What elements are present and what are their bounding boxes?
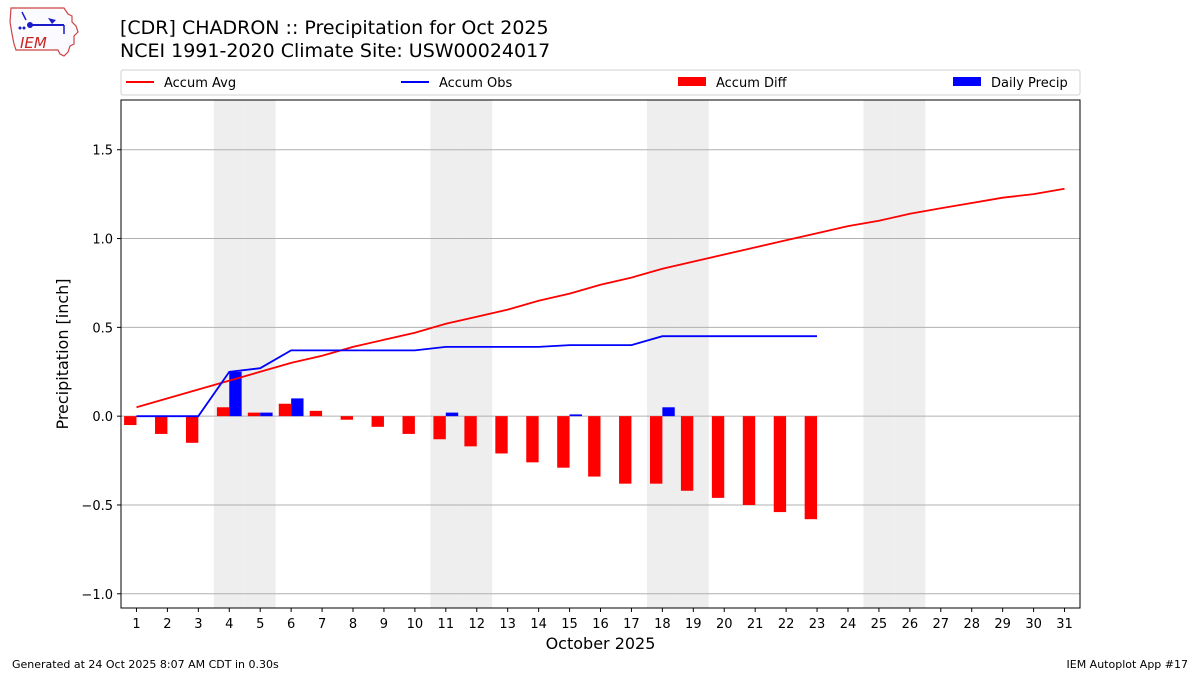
legend-swatch-daily-precip <box>953 77 981 86</box>
xtick-label: 12 <box>468 617 485 632</box>
ytick-label: −0.5 <box>81 499 113 514</box>
xtick-label: 24 <box>840 617 857 632</box>
legend-label: Accum Diff <box>716 76 788 91</box>
xtick-label: 19 <box>685 617 702 632</box>
accum-diff-bar <box>742 416 756 505</box>
accum-diff-bar <box>711 416 725 498</box>
accum-diff-bar <box>526 416 539 463</box>
accum-diff-bar <box>247 412 261 417</box>
legend-label: Daily Precip <box>991 76 1068 91</box>
xtick-label: 16 <box>592 617 609 632</box>
accum-diff-bar <box>649 416 663 484</box>
xtick-label: 5 <box>256 617 264 632</box>
accum-diff-bar <box>185 416 199 443</box>
xtick-label: 6 <box>287 617 295 632</box>
accum-diff-bar <box>680 416 694 491</box>
accum-diff-bar <box>124 416 137 426</box>
xtick-label: 26 <box>902 617 919 632</box>
accum-diff-bar <box>804 416 818 520</box>
chart-title: [CDR] CHADRON :: Precipitation for Oct 2… <box>120 17 549 39</box>
xtick-label: 31 <box>1056 617 1073 632</box>
weekend-band-18 <box>646 100 678 608</box>
x-axis-label: October 2025 <box>546 634 656 653</box>
ytick-label: 0.0 <box>92 410 113 425</box>
xtick-label: 4 <box>225 617 233 632</box>
accum-diff-bar <box>773 416 787 513</box>
xtick-label: 30 <box>1025 617 1042 632</box>
app-credit: IEM Autoplot App #17 <box>1066 658 1189 671</box>
xtick-label: 23 <box>809 617 826 632</box>
accum-obs-line <box>136 335 817 418</box>
daily-precip-bar <box>260 412 273 417</box>
accum-diff-bar <box>433 416 446 440</box>
iem-logo: IEM <box>9 7 79 57</box>
xtick-label: 10 <box>407 617 424 632</box>
weekend-band-25 <box>863 100 895 608</box>
legend-label: Accum Obs <box>439 76 512 91</box>
xtick-label: 17 <box>623 617 640 632</box>
accum-diff-bar <box>619 416 632 484</box>
ytick-label: 1.5 <box>92 144 113 159</box>
xtick-label: 13 <box>499 617 516 632</box>
weekend-band-19 <box>677 100 709 608</box>
chart-subtitle: NCEI 1991-2020 Climate Site: USW00024017 <box>120 40 551 62</box>
xtick-label: 25 <box>871 617 888 632</box>
daily-precip-bar <box>569 414 582 417</box>
weekend-band-5 <box>244 100 276 608</box>
weekend-band-4 <box>213 100 245 608</box>
daily-precip-bar <box>445 412 459 417</box>
accum-diff-bar <box>216 407 230 417</box>
ytick-label: 0.5 <box>92 321 113 336</box>
ytick-label: −1.0 <box>81 588 113 603</box>
xtick-label: 2 <box>163 617 171 632</box>
logo-text: IEM <box>20 34 47 52</box>
accum-diff-bar <box>340 416 354 420</box>
accum-diff-bar <box>309 410 323 417</box>
accum-diff-bar <box>464 416 477 447</box>
xtick-label: 8 <box>349 617 357 632</box>
accum-diff-bar <box>371 416 384 427</box>
xtick-label: 27 <box>933 617 950 632</box>
weekend-band-12 <box>461 100 493 608</box>
accum-diff-bar <box>495 416 508 454</box>
y-axis-label: Precipitation [inch] <box>53 278 72 429</box>
accum-avg-line <box>136 187 1065 409</box>
legend-label: Accum Avg <box>164 76 236 91</box>
weekend-band-11 <box>430 100 462 608</box>
daily-precip-bar <box>229 371 242 417</box>
daily-precip-bar <box>662 407 675 417</box>
legend-box <box>120 69 1081 96</box>
xtick-label: 3 <box>194 617 202 632</box>
accum-diff-bar <box>557 416 570 468</box>
xtick-label: 21 <box>747 617 764 632</box>
daily-precip-bar <box>291 398 304 417</box>
accum-diff-bar <box>278 403 292 417</box>
legend-swatch-accum-diff <box>678 77 706 86</box>
accum-diff-bar <box>402 416 415 434</box>
generated-timestamp: Generated at 24 Oct 2025 8:07 AM CDT in … <box>12 658 279 671</box>
xtick-label: 15 <box>561 617 578 632</box>
xtick-label: 28 <box>963 617 980 632</box>
xtick-label: 14 <box>530 617 547 632</box>
xtick-label: 11 <box>438 617 455 632</box>
xtick-label: 29 <box>994 617 1011 632</box>
ytick-label: 1.0 <box>92 233 113 248</box>
xtick-label: 7 <box>318 617 326 632</box>
xtick-label: 1 <box>132 617 140 632</box>
accum-diff-bar <box>588 416 601 477</box>
xtick-label: 20 <box>716 617 733 632</box>
weekend-band-26 <box>894 100 926 608</box>
xtick-label: 9 <box>380 617 388 632</box>
xtick-label: 22 <box>778 617 795 632</box>
accum-diff-bar <box>155 416 168 434</box>
xtick-label: 18 <box>654 617 671 632</box>
